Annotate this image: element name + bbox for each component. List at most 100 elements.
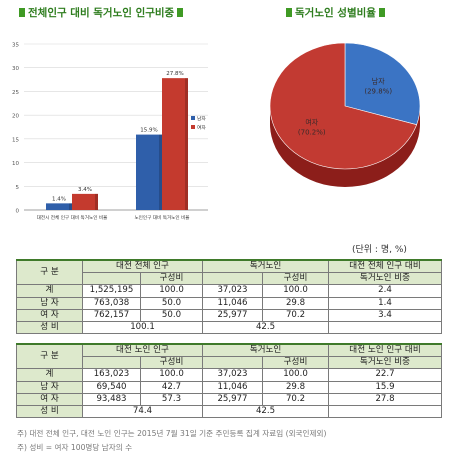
data-label: 27.8% xyxy=(166,71,183,77)
cell-alone: 25,977 xyxy=(202,392,263,406)
cell-pop-ratio: 100.0 xyxy=(140,284,203,298)
cell-pop-ratio: 100.0 xyxy=(140,368,203,382)
subheader-pop-ratio: 구성비 xyxy=(140,272,203,286)
cell-blank xyxy=(328,404,443,419)
table-subheader-row: 구성비 구성비 독거노인 비중 xyxy=(17,272,443,286)
y-tick-label: 15 xyxy=(12,137,19,143)
cell-pop: 163,023 xyxy=(82,368,141,382)
y-tick-label: 20 xyxy=(12,114,19,120)
cell-sexratio-alone: 42.5 xyxy=(201,404,330,419)
row-label: 성 비 xyxy=(16,320,83,335)
cell-pop: 69,540 xyxy=(82,380,141,394)
cell-pop: 763,038 xyxy=(82,296,141,310)
pie-side xyxy=(270,106,420,187)
row-label: 계 xyxy=(16,284,83,298)
pie-chart-title-text: 독거노인 성별비율 xyxy=(295,7,376,19)
header-population: 대전 노인 인구 xyxy=(82,343,203,358)
table-row: 남 자 763,038 50.0 11,046 29.8 1.4 xyxy=(16,296,443,310)
cell-share: 1.4 xyxy=(328,296,443,310)
bar-shade xyxy=(69,203,72,210)
legend-swatch xyxy=(191,116,195,120)
cell-share: 27.8 xyxy=(328,392,443,406)
unit-label: (단위 : 명, %) xyxy=(352,245,407,255)
cell-alone-ratio: 100.0 xyxy=(261,368,330,382)
cell-alone-ratio: 100.0 xyxy=(261,284,330,298)
x-tick-label: 노인인구 대비 독거노인 비율 xyxy=(134,214,189,221)
header-share: 대전 전체 인구 대비 xyxy=(328,259,443,274)
footnote-sex-ratio: 주) 성비 = 여자 100명당 남자의 수 xyxy=(17,443,133,452)
bar-shade xyxy=(159,134,162,210)
y-tick-label: 10 xyxy=(12,161,19,167)
subheader-share: 독거노인 비중 xyxy=(328,356,443,370)
bar-남자 xyxy=(136,134,162,210)
header-category: 구 분 xyxy=(16,343,83,370)
subheader-pop-ratio: 구성비 xyxy=(140,356,203,370)
table-row-sex-ratio: 성 비 74.4 42.5 xyxy=(16,404,443,419)
subheader-alone-ratio: 구성비 xyxy=(261,272,330,286)
table-row: 계 163,023 100.0 37,023 100.0 22.7 xyxy=(16,368,443,382)
row-label: 성 비 xyxy=(16,404,83,419)
row-label: 여 자 xyxy=(16,308,83,322)
cell-share: 15.9 xyxy=(328,380,443,394)
subheader-blank xyxy=(202,272,263,286)
title-marker-icon xyxy=(19,8,25,17)
subheader-share: 독거노인 비중 xyxy=(328,272,443,286)
bar-shade xyxy=(95,193,98,210)
y-tick-label: 0 xyxy=(16,209,20,215)
cell-alone: 11,046 xyxy=(202,296,263,310)
bar-shade xyxy=(185,78,188,210)
footnote-source: 주) 대전 전체 인구, 대전 노인 인구는 2015년 7월 31일 기준 주… xyxy=(17,429,327,438)
table-row: 여 자 93,483 57.3 25,977 70.2 27.8 xyxy=(16,392,443,406)
slice-value-label: (29.8%) xyxy=(364,87,392,95)
subheader-blank xyxy=(82,272,141,286)
legend-label: 여자 xyxy=(197,124,206,131)
table-row-sex-ratio: 성 비 100.1 42.5 xyxy=(16,320,443,335)
cell-sexratio-alone: 42.5 xyxy=(201,320,330,335)
data-label: 3.4% xyxy=(78,187,92,193)
legend-swatch xyxy=(191,125,195,129)
cell-pop-ratio: 57.3 xyxy=(140,392,203,406)
pie-slice-남자 xyxy=(344,42,421,126)
subheader-alone-ratio: 구성비 xyxy=(261,356,330,370)
cell-alone-ratio: 70.2 xyxy=(261,308,330,322)
bar-chart: 0 5 10 15 20 25 30 35 1.4% 15.9% 3.4% 27.8% 대전시 전체 인… xyxy=(12,43,208,221)
population-table-1: 구 분 대전 전체 인구 독거노인 대전 전체 인구 대비 구성비 구성비 독거… xyxy=(16,259,443,335)
cell-alone-ratio: 70.2 xyxy=(261,392,330,406)
y-tick-label: 35 xyxy=(12,43,19,49)
cell-alone: 25,977 xyxy=(202,308,263,322)
bar-chart-title: 전체인구 대비 독거노인 인구비중 xyxy=(16,5,186,20)
header-living-alone: 독거노인 xyxy=(201,343,330,358)
cell-pop: 93,483 xyxy=(82,392,141,406)
table-row: 여 자 762,157 50.0 25,977 70.2 3.4 xyxy=(16,308,443,322)
table-row: 계 1,525,195 100.0 37,023 100.0 2.4 xyxy=(16,284,443,298)
cell-share: 22.7 xyxy=(328,368,443,382)
pie-chart-title: 독거노인 성별비율 xyxy=(283,5,388,20)
pie-slice-여자 xyxy=(269,42,418,170)
row-label: 남 자 xyxy=(16,380,83,394)
cell-alone: 37,023 xyxy=(202,284,263,298)
y-tick-label: 25 xyxy=(12,90,19,96)
table-header-row: 구 분 대전 전체 인구 독거노인 대전 전체 인구 대비 xyxy=(16,259,443,286)
header-category: 구 분 xyxy=(16,259,83,286)
table-subheader-row: 구성비 구성비 독거노인 비중 xyxy=(17,356,443,370)
x-tick-label: 대전시 전체 인구 대비 독거노인 비율 xyxy=(37,214,108,221)
cell-share: 2.4 xyxy=(328,284,443,298)
title-marker-icon xyxy=(286,8,292,17)
population-table-2: 구 분 대전 노인 인구 독거노인 대전 노인 인구 대비 구성비 구성비 독거… xyxy=(16,343,443,419)
header-living-alone: 독거노인 xyxy=(201,259,330,274)
data-label: 15.9% xyxy=(140,128,157,134)
subheader-blank xyxy=(202,356,263,370)
bar-chart-title-text: 전체인구 대비 독거노인 인구비중 xyxy=(28,7,175,19)
header-population: 대전 전체 인구 xyxy=(82,259,203,274)
y-tick-label: 30 xyxy=(12,66,19,72)
legend-label: 남자 xyxy=(197,115,206,122)
cell-pop: 762,157 xyxy=(82,308,141,322)
slice-name-label: 남자 xyxy=(372,76,385,85)
row-label: 여 자 xyxy=(16,392,83,406)
cell-sexratio-pop: 100.1 xyxy=(82,320,203,335)
cell-alone: 37,023 xyxy=(202,368,263,382)
cell-pop-ratio: 50.0 xyxy=(140,296,203,310)
row-label: 계 xyxy=(16,368,83,382)
title-marker-icon xyxy=(378,8,385,17)
header-share: 대전 노인 인구 대비 xyxy=(328,343,443,358)
